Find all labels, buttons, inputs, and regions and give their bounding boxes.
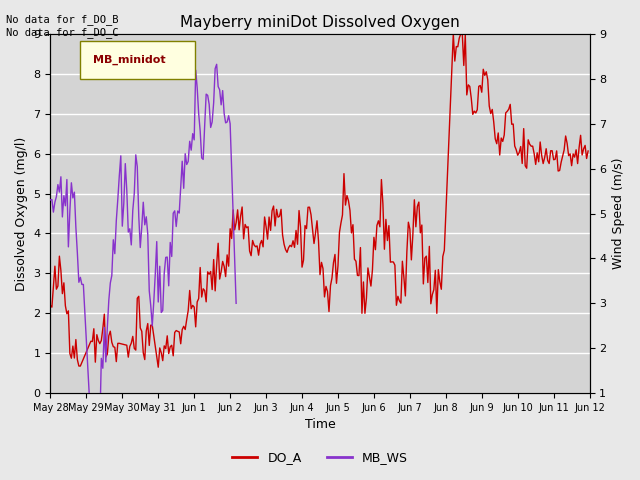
Title: Mayberry miniDot Dissolved Oxygen: Mayberry miniDot Dissolved Oxygen [180, 15, 460, 30]
Text: No data for f_DO_B
No data for f_DO_C: No data for f_DO_B No data for f_DO_C [6, 14, 119, 38]
X-axis label: Time: Time [305, 419, 335, 432]
Legend: DO_A, MB_WS: DO_A, MB_WS [227, 446, 413, 469]
Y-axis label: Wind Speed (m/s): Wind Speed (m/s) [612, 158, 625, 269]
Y-axis label: Dissolved Oxygen (mg/l): Dissolved Oxygen (mg/l) [15, 136, 28, 291]
Text: MB_minidot: MB_minidot [93, 55, 165, 65]
